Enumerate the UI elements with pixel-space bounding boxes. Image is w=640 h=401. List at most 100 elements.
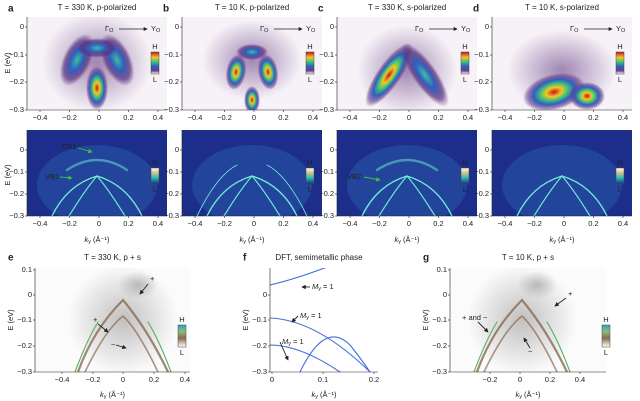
colorbar-low: L [308, 185, 312, 194]
y-tick-label: 0 [443, 290, 447, 299]
intensity [365, 43, 413, 107]
heatmap [450, 268, 606, 372]
colorbar-high: H [617, 158, 622, 167]
annotation: + [568, 289, 573, 298]
intensity [522, 72, 586, 110]
colorbar [460, 51, 470, 75]
axis-var: k [100, 390, 105, 399]
annotation-rest: = 1 [311, 311, 322, 320]
annotation: + [150, 274, 155, 283]
x-tick-label: 0.4 [618, 219, 628, 228]
x-tick-label: 0.4 [153, 219, 163, 228]
path-label: YO [151, 24, 161, 34]
heatmap [337, 17, 477, 110]
y-tick-label: −0.1 [252, 315, 267, 324]
y-tick-label: 0 [330, 145, 334, 154]
y-tick-label: −0.2 [17, 341, 32, 350]
x-tick-label: 0.1 [318, 375, 328, 384]
y-tick-label: −0.3 [474, 105, 489, 114]
axis-var: k [550, 235, 555, 244]
panel-label: c [318, 4, 324, 15]
intensity [569, 82, 605, 110]
axis-sub: y [88, 239, 91, 245]
intensity [347, 145, 467, 216]
x-tick-label: 0.4 [463, 113, 473, 122]
x-tick-label: −0.2 [62, 113, 77, 122]
x-tick-label: 0.2 [433, 219, 443, 228]
annotation-var: M [282, 337, 289, 346]
y-tick-label: −0.3 [432, 367, 447, 376]
point: Γ [570, 24, 574, 33]
annotation-sub: y [318, 286, 321, 292]
y-tick-label: −0.1 [9, 50, 24, 59]
axis-var: k [516, 390, 521, 399]
path-label: YO [306, 24, 316, 34]
y-tick-label: −0.3 [319, 211, 334, 220]
colorbar [615, 167, 625, 185]
x-axis-label: ky (Å⁻¹) [312, 390, 337, 400]
heatmap [492, 130, 632, 216]
axis-unit: (Å⁻¹) [403, 235, 420, 244]
y-tick-label: 0 [28, 290, 32, 299]
annotation: + and − [462, 313, 488, 322]
colorbar-low: L [604, 348, 608, 357]
band [76, 298, 170, 372]
x-tick-label: 0.4 [308, 113, 318, 122]
x-tick-label: 0 [252, 113, 256, 122]
arrow [97, 323, 109, 333]
annotation-var: M [300, 311, 307, 320]
heatmap [27, 17, 167, 110]
annotation-rest: = 1 [293, 337, 304, 346]
heatmap [27, 130, 167, 216]
colorbar-high: H [179, 315, 184, 324]
colorbar [150, 167, 160, 185]
intensity [86, 66, 108, 110]
colorbar-high: H [603, 315, 608, 324]
band [475, 298, 569, 372]
colorbar-high: H [152, 42, 157, 51]
x-tick-label: 0 [562, 113, 566, 122]
intensity [244, 86, 260, 110]
panel-title: T = 10 K, p + s [502, 253, 554, 262]
heatmap [182, 17, 322, 110]
x-tick-label: 0.4 [463, 219, 473, 228]
x-tick-label: −0.4 [55, 375, 70, 384]
y-tick-label: 0 [263, 290, 267, 299]
y-tick-label: −0.3 [474, 211, 489, 220]
heatmap [337, 130, 477, 216]
x-tick-label: −0.4 [33, 219, 48, 228]
arrow [59, 175, 73, 180]
band [378, 175, 436, 216]
y-tick-label: −0.2 [164, 189, 179, 198]
annotation: My = 1 [300, 311, 322, 321]
point-sub: O [156, 28, 161, 34]
x-tick-label: −0.2 [483, 375, 498, 384]
panel-title: T = 330 K, p + s [84, 253, 141, 262]
x-tick-label: −0.4 [343, 113, 358, 122]
y-tick-label: −0.3 [164, 211, 179, 220]
band [299, 336, 371, 372]
x-tick-label: 0.2 [369, 375, 379, 384]
annotation: VB1 [45, 172, 59, 181]
x-tick-label: 0.2 [123, 113, 133, 122]
x-tick-label: 0.4 [618, 113, 628, 122]
y-tick-label: −0.1 [319, 50, 334, 59]
colorbar-low: L [153, 185, 157, 194]
colorbar-low: L [180, 348, 184, 357]
intensity [42, 17, 152, 110]
x-tick-label: 0.4 [575, 375, 585, 384]
axis-sub: y [315, 394, 318, 400]
x-tick-label: 0 [562, 219, 566, 228]
point: Γ [415, 24, 419, 33]
intensity [225, 54, 247, 90]
annotation: − [111, 340, 116, 349]
y-tick-label: −0.2 [9, 77, 24, 86]
colorbar-high: H [152, 158, 157, 167]
axis-sub: y [553, 239, 556, 245]
y-tick-label: 0 [20, 145, 24, 154]
arrow [115, 344, 127, 350]
axis-var: k [312, 390, 317, 399]
annotation: − [528, 347, 533, 356]
y-tick-label: −0.1 [9, 167, 24, 176]
path-label: ΓO [570, 24, 579, 34]
